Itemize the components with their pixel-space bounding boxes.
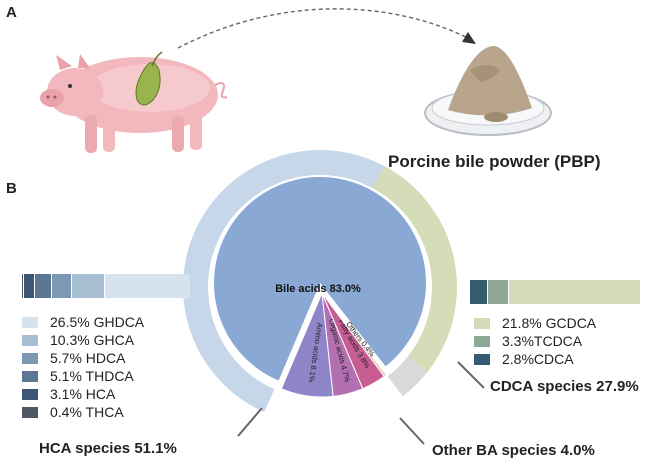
legend-swatch	[22, 370, 38, 382]
hca-legend-item: 26.5% GHDCA	[22, 313, 144, 331]
cdca-bar-segment	[507, 280, 640, 304]
legend-swatch	[474, 317, 490, 329]
legend-label: 5.7% HDCA	[50, 350, 126, 366]
others-slice	[321, 292, 388, 378]
hca-bar-segment	[23, 274, 35, 298]
hca-legend-item: 10.3% GHCA	[22, 331, 144, 349]
cdca-stack-bar	[470, 280, 640, 304]
hca-legend-item: 0.4% THCA	[22, 403, 144, 421]
petri-dish-icon	[424, 45, 552, 136]
hca-legend-item: 5.1% THDCA	[22, 367, 144, 385]
hca-species-label: HCA species 51.1%	[39, 440, 177, 457]
bile-acids-slice	[214, 177, 427, 381]
legend-swatch	[474, 335, 490, 347]
cdca-legend-item: 21.8% GCDCA	[474, 314, 596, 332]
cdca-bar-segment	[470, 280, 487, 304]
species-ring	[183, 150, 457, 413]
legend-swatch	[474, 353, 490, 365]
panel-label-a: A	[6, 4, 17, 21]
other-species-label: Other BA species 4.0%	[432, 442, 595, 459]
pig-icon	[40, 51, 228, 153]
legend-label: 2.8%CDCA	[502, 351, 574, 367]
legend-label: 10.3% GHCA	[50, 332, 135, 348]
legend-swatch	[22, 316, 38, 328]
legend-label: 3.1% HCA	[50, 386, 116, 402]
cdca-leader-line	[457, 361, 485, 389]
arrow-head-icon	[462, 32, 476, 44]
hca-bar-segment	[51, 274, 71, 298]
cdca-legend-item: 2.8%CDCA	[474, 350, 596, 368]
hca-bar-segment	[22, 274, 24, 298]
legend-swatch	[22, 352, 38, 364]
cdca-ring-segment	[372, 166, 457, 373]
legend-label: 26.5% GHDCA	[50, 314, 145, 330]
hca-legend-item: 3.1% HCA	[22, 385, 144, 403]
hca-bar-segment	[34, 274, 52, 298]
cdca-species-label: CDCA species 27.9%	[490, 378, 639, 395]
product-label: Porcine bile powder (PBP)	[388, 152, 601, 171]
composition-pie: Amino acids 8.1% Organic acids 4.7%Fatty …	[214, 177, 427, 398]
hca-stack-bar	[22, 274, 191, 298]
leader-lines	[237, 361, 485, 445]
bile-acids-label: Bile acids 83.0%	[275, 283, 361, 295]
cdca-legend-item: 3.3%TCDCA	[474, 332, 596, 350]
legend-swatch	[22, 334, 38, 346]
cdca-legend: 21.8% GCDCA 3.3%TCDCA 2.8%CDCA	[474, 314, 596, 368]
legend-label: 3.3%TCDCA	[502, 333, 583, 349]
other-leader-line	[399, 417, 425, 445]
panel-label-b: B	[6, 180, 17, 197]
legend-swatch	[22, 388, 38, 400]
hca-bar-segment	[70, 274, 105, 298]
legend-label: 0.4% THCA	[50, 404, 124, 420]
legend-swatch	[22, 406, 38, 418]
legend-label: 5.1% THDCA	[50, 368, 134, 384]
dashed-arrow	[177, 8, 469, 49]
hca-leader-line	[237, 407, 263, 437]
other-ring-segment	[387, 356, 428, 397]
hca-legend-item: 5.7% HDCA	[22, 349, 144, 367]
cdca-bar-segment	[486, 280, 508, 304]
legend-label: 21.8% GCDCA	[502, 315, 597, 331]
hca-legend: 26.5% GHDCA 10.3% GHCA 5.7% HDCA 5.1% THDCA…	[22, 313, 144, 421]
hca-bar-segment	[104, 274, 191, 298]
hca-ring-segment	[183, 150, 385, 413]
